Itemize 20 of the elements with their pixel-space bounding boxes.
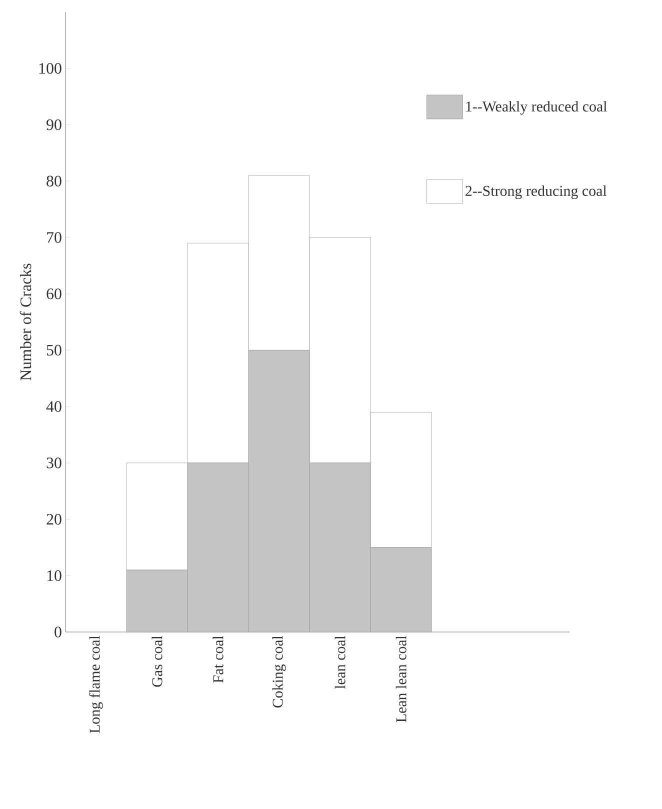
y-tick-label: 10	[47, 570, 62, 582]
y-tick-label: 100	[39, 62, 62, 74]
legend-label: 1--Weakly reduced coal	[466, 101, 607, 115]
y-axis-title: Number of Cracks	[20, 264, 32, 380]
x-tick-label: Long flame coal	[89, 636, 103, 734]
x-tick-label: Coking coal	[272, 636, 286, 708]
y-tick-label: 70	[47, 232, 62, 243]
x-tick-label: Gas coal	[152, 636, 162, 687]
x-tick-label: Fat coal	[212, 636, 224, 683]
y-tick-label: 40	[46, 401, 62, 412]
y-tick-label: 50	[46, 344, 62, 356]
y-tick-label: 20	[46, 514, 62, 525]
y-tick-label: 60	[46, 288, 62, 300]
legend-label: 2--Strong reducing coal	[466, 185, 607, 200]
y-tick-label: 30	[46, 458, 62, 468]
y-tick-label: 0	[54, 626, 62, 638]
x-tick-label: Lean lean coal	[396, 636, 406, 722]
y-tick-label: 90	[46, 119, 62, 130]
x-tick-label: lean coal	[334, 636, 346, 689]
y-tick-label: 80	[46, 176, 62, 186]
